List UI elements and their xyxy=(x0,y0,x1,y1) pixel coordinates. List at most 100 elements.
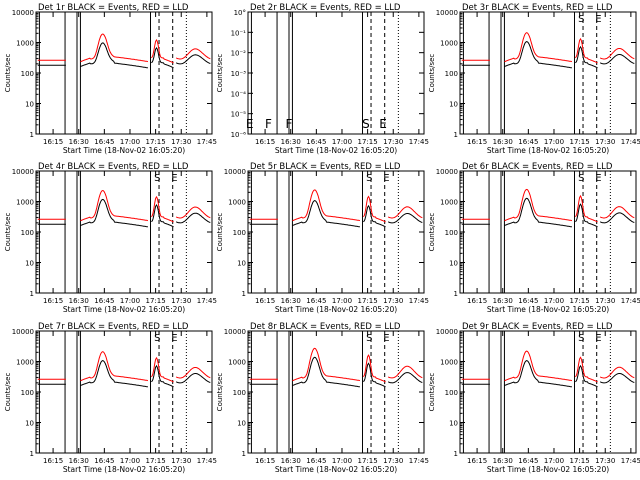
y-tick-label: 100 xyxy=(21,70,34,78)
x-tick-label: 16:45 xyxy=(306,297,326,305)
event-marker-label: S xyxy=(366,333,372,344)
y-tick-label: 1 xyxy=(454,450,458,458)
y-tick-label: 10° xyxy=(234,9,246,17)
y-tick-label: 10 xyxy=(25,420,34,428)
lld-series-line xyxy=(461,188,635,223)
y-tick-label: 1000 xyxy=(440,199,458,207)
y-tick-label: 100 xyxy=(445,229,458,237)
y-tick-label: 10⁻¹ xyxy=(231,29,247,37)
x-tick-label: 16:30 xyxy=(69,457,89,465)
panel-5: Det 5r BLACK = Events, RED = LLD 1 10 100 10… xyxy=(216,162,429,314)
x-tick-label: 16:15 xyxy=(43,297,63,305)
event-marker-label: E xyxy=(246,117,254,131)
y-tick-label: 1000 xyxy=(16,359,34,367)
x-tick-label: 16:45 xyxy=(306,457,326,465)
x-tick-label: 16:45 xyxy=(94,457,114,465)
y-tick-label: 1000 xyxy=(16,40,34,48)
plot-frame xyxy=(459,330,637,454)
events-series-line xyxy=(461,360,635,388)
x-tick-label: 17:15 xyxy=(358,297,378,305)
x-tick-label: 16:15 xyxy=(255,138,275,146)
event-marker-label: S xyxy=(154,173,160,184)
panel-title: Det 7r BLACK = Events, RED = LLD xyxy=(38,322,189,332)
y-tick-label: 1000 xyxy=(440,40,458,48)
panel-title: Det 5r BLACK = Events, RED = LLD xyxy=(250,162,401,172)
event-marker-label: E xyxy=(595,14,601,25)
x-tick-label: 17:00 xyxy=(332,297,352,305)
y-tick-label: 10 xyxy=(25,101,34,109)
event-marker-label: S xyxy=(578,173,584,184)
x-tick-label: 16:15 xyxy=(467,297,487,305)
x-tick-label: 16:30 xyxy=(281,457,301,465)
x-tick-label: 16:45 xyxy=(518,457,538,465)
x-axis-label: Start Time (18-Nov-02 16:05:20) xyxy=(63,305,185,314)
y-axis-label: Counts/sec xyxy=(216,373,224,412)
x-tick-label: 17:45 xyxy=(197,457,217,465)
x-tick-label: 17:15 xyxy=(358,457,378,465)
plot-frame xyxy=(459,11,637,135)
x-tick-label: 17:45 xyxy=(409,457,429,465)
y-tick-label: 10 xyxy=(449,260,458,268)
plot-frame xyxy=(247,170,425,294)
x-tick-label: 17:00 xyxy=(120,297,140,305)
panel-3: Det 3r BLACK = Events, RED = LLD 1 10 100 10… xyxy=(428,3,640,155)
panel-8: Det 8r BLACK = Events, RED = LLD 1 10 100 10… xyxy=(216,322,429,474)
x-tick-label: 17:45 xyxy=(409,138,429,146)
y-tick-label: 1 xyxy=(30,290,34,298)
x-tick-label: 17:30 xyxy=(171,457,191,465)
x-tick-label: 16:30 xyxy=(281,297,301,305)
x-axis-label: Start Time (18-Nov-02 16:05:20) xyxy=(63,465,185,474)
event-marker-label: S xyxy=(578,14,584,25)
panel-title: Det 8r BLACK = Events, RED = LLD xyxy=(250,322,401,332)
y-axis-label: Counts/sec xyxy=(428,373,436,412)
x-tick-label: 17:30 xyxy=(171,138,191,146)
x-tick-label: 17:00 xyxy=(332,138,352,146)
y-axis-label: Counts/sec xyxy=(216,213,224,252)
x-tick-label: 17:00 xyxy=(544,297,564,305)
event-marker-label: E xyxy=(171,333,177,344)
event-marker-label: S xyxy=(154,333,160,344)
plot-frame xyxy=(35,330,213,454)
y-tick-label: 10⁻⁵ xyxy=(231,111,247,119)
panel-6: Det 6r BLACK = Events, RED = LLD 1 10 100 10… xyxy=(428,162,640,314)
y-axis-label: Counts/sec xyxy=(4,373,12,412)
events-series-line xyxy=(37,360,211,388)
x-tick-label: 17:15 xyxy=(358,138,378,146)
x-tick-label: 17:30 xyxy=(171,297,191,305)
y-tick-label: 1 xyxy=(242,290,246,298)
x-tick-label: 16:30 xyxy=(281,138,301,146)
x-tick-label: 17:30 xyxy=(383,138,403,146)
y-tick-label: 10 xyxy=(449,420,458,428)
events-series-line xyxy=(461,41,635,69)
x-tick-label: 17:00 xyxy=(120,138,140,146)
y-tick-label: 10⁻⁶ xyxy=(231,131,247,139)
y-axis-label: Counts/sec xyxy=(4,54,12,93)
x-axis-label: Start Time (18-Nov-02 16:05:20) xyxy=(275,305,397,314)
x-tick-label: 17:45 xyxy=(621,457,640,465)
y-tick-label: 100 xyxy=(21,229,34,237)
event-marker-label: E xyxy=(379,117,387,131)
y-tick-label: 1 xyxy=(30,450,34,458)
y-tick-label: 10000 xyxy=(436,168,458,176)
y-tick-label: 10⁻² xyxy=(231,50,247,58)
lld-series-line xyxy=(249,189,423,223)
x-tick-label: 16:15 xyxy=(43,138,63,146)
x-tick-label: 16:15 xyxy=(255,297,275,305)
panel-title: Det 9r BLACK = Events, RED = LLD xyxy=(462,322,613,332)
panel-title: Det 1r BLACK = Events, RED = LLD xyxy=(38,3,189,13)
x-tick-label: 17:15 xyxy=(146,457,166,465)
x-tick-label: 17:00 xyxy=(544,138,564,146)
y-tick-label: 10⁻⁴ xyxy=(231,90,247,98)
y-axis-label: Counts/sec xyxy=(216,54,224,93)
lld-series-line xyxy=(37,33,211,64)
x-tick-label: 16:30 xyxy=(493,457,513,465)
x-tick-label: 17:30 xyxy=(595,457,615,465)
y-tick-label: 10000 xyxy=(12,328,34,336)
panel-title: Det 3r BLACK = Events, RED = LLD xyxy=(462,3,613,13)
plot-frame xyxy=(247,330,425,454)
x-tick-label: 17:30 xyxy=(595,138,615,146)
y-tick-label: 10⁻³ xyxy=(231,70,247,78)
event-marker-label: F xyxy=(265,117,272,131)
x-tick-label: 16:30 xyxy=(69,297,89,305)
